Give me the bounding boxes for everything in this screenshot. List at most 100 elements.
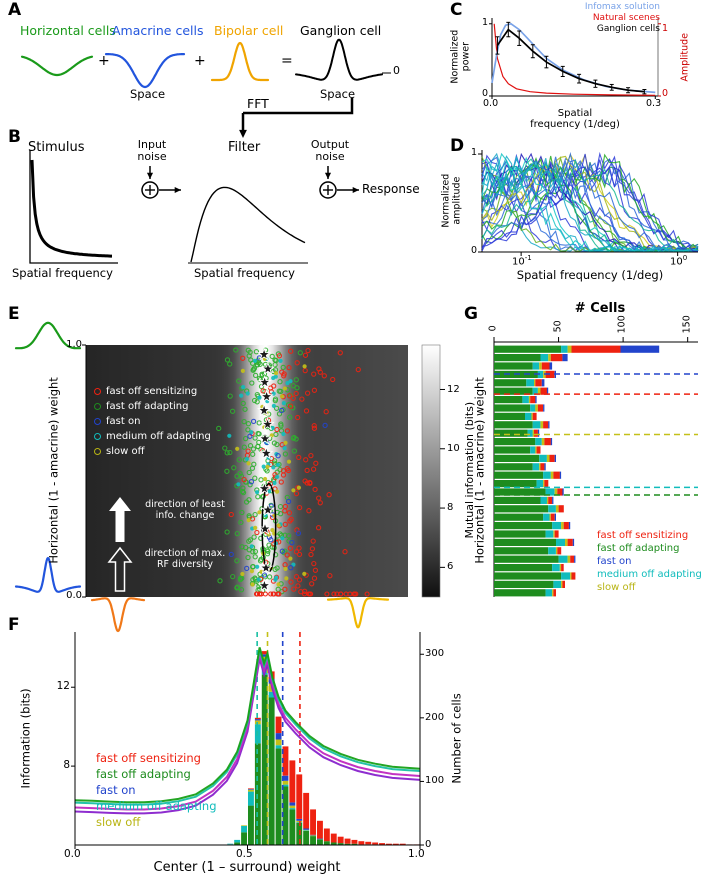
d-ytick-0: 0 <box>471 245 478 256</box>
output-noise-label: Output noise <box>310 138 350 164</box>
e-legend-label: fast off adapting <box>106 401 189 412</box>
c-legend-infomax: Infomax solution <box>584 2 660 12</box>
panel-label-e: E <box>8 304 20 324</box>
input-noise-label: Input noise <box>137 138 167 164</box>
e-arrow1-label-line1: direction of least <box>145 499 225 510</box>
e-arrow2-label-line1: direction of max. <box>144 548 226 559</box>
filter-xlabel: Spatial frequency <box>194 266 295 280</box>
c-ytick-1: 1 <box>482 17 489 28</box>
panel-label-a: A <box>8 0 22 20</box>
f-xlabel: Center (1 – surround) weight <box>153 860 341 875</box>
d-ylabel: Normalized amplitude <box>440 173 462 228</box>
panel-label-c: C <box>450 0 463 20</box>
d-xtick-1: 100 <box>670 254 688 268</box>
d-xtick-0: 10-1 <box>512 254 532 268</box>
f-legend-faston: fast on <box>96 783 136 797</box>
g-title: # Cells <box>574 301 626 316</box>
e-legend-label: fast on <box>106 416 141 427</box>
d-xlabel: Spatial frequency (1/deg) <box>516 268 664 282</box>
label-amacrine-cells: Amacrine cells <box>112 23 204 38</box>
equals-sign: = <box>281 53 293 69</box>
legend-dot-blue <box>94 418 101 425</box>
f-ytick-8: 8 <box>63 759 70 771</box>
f-legend-adapting: fast off adapting <box>96 767 191 781</box>
f-ytick-12: 12 <box>56 680 70 692</box>
label-bipolar-cell: Bipolar cell <box>214 23 284 38</box>
label-horizontal-cells: Horizontal cells <box>20 23 116 38</box>
g-legend-slowoff: slow off <box>597 582 636 593</box>
c-xlabel-line1: Spatial <box>557 108 593 119</box>
f-legend-medium: medium off adapting <box>96 799 217 813</box>
colorbar-tick-8: 8 <box>447 502 454 513</box>
g-ylabel: Horizontal (1 - amacrine) weight <box>472 377 487 564</box>
stimulus-title: Stimulus <box>28 140 85 155</box>
f-xtick-00: 0.0 <box>64 848 81 860</box>
legend-dot-yellow <box>94 448 101 455</box>
f-ylabel-left: Information (bits) <box>18 688 33 789</box>
d-ytick-1: 1 <box>471 147 478 158</box>
legend-dot-green <box>94 403 101 410</box>
c-ylabel-right: Amplitude <box>679 32 691 82</box>
e-ytick-bottom: 0.0 <box>66 590 82 601</box>
f-legend-sensitizing: fast off sensitizing <box>96 751 201 765</box>
e-legend-row-sensitizing: fast off sensitizing <box>94 386 197 397</box>
c-xtick-03: 0.3 <box>646 98 662 109</box>
c-ytick-right-0: 0 <box>662 88 669 99</box>
g-legend-faston: fast on <box>597 556 632 567</box>
e-legend-row-adapting: fast off adapting <box>94 401 188 412</box>
legend-dot-red <box>94 388 101 395</box>
panel-label-d: D <box>450 136 465 156</box>
c-ytick-0: 0 <box>482 88 489 99</box>
panel-label-g: G <box>464 304 478 324</box>
space-label: Space <box>320 87 356 101</box>
fft-label: FFT <box>247 96 269 111</box>
e-arrow1-label-line2: info. change <box>155 510 215 521</box>
panel-label-f: F <box>8 615 20 635</box>
e-legend-label: slow off <box>106 446 145 457</box>
colorbar-tick-10: 10 <box>447 443 460 454</box>
g-xtick-50: 50 <box>552 320 564 333</box>
colorbar-tick-12: 12 <box>447 384 460 395</box>
plus-sign: + <box>194 53 206 69</box>
e-legend-row-faston: fast on <box>94 416 140 427</box>
f-ytick-r300: 300 <box>425 648 445 659</box>
g-legend-medium: medium off adapting <box>597 569 702 580</box>
c-ytick-right-1: 1 <box>662 23 669 34</box>
g-legend-sensitizing: fast off sensitizing <box>597 530 689 541</box>
f-ytick-r0: 0 <box>425 839 432 850</box>
e-ylabel: Horizontal (1 - amacrine) weight <box>46 377 61 564</box>
zero-label: 0 <box>393 64 400 77</box>
e-legend-row-medium: medium off adapting <box>94 431 211 442</box>
f-ytick-r200: 200 <box>425 712 445 723</box>
panel-label-b: B <box>8 127 21 147</box>
plus-sign: + <box>98 53 110 69</box>
f-xtick-05: 0.5 <box>236 848 253 860</box>
e-ytick-top: 1.0 <box>66 339 82 350</box>
c-xlabel-line2: frequency (1/deg) <box>530 119 620 130</box>
f-ylabel-right: Number of cells <box>449 693 464 784</box>
c-legend-natural-scenes: Natural scenes <box>592 13 660 23</box>
g-xtick-150: 150 <box>681 315 693 334</box>
filter-title: Filter <box>228 140 261 155</box>
f-ytick-r100: 100 <box>425 775 445 786</box>
g-legend-adapting: fast off adapting <box>597 543 680 554</box>
label-ganglion-cell: Ganglion cell <box>300 23 382 38</box>
space-label: Space <box>130 87 166 101</box>
e-legend-label: medium off adapting <box>106 431 211 442</box>
e-arrow2-label-line2: RF diversity <box>156 559 214 570</box>
g-xtick-100: 100 <box>616 315 628 334</box>
f-xtick-10: 1.0 <box>408 848 425 860</box>
c-ylabel-left: Normalized power <box>449 29 471 84</box>
e-legend-label: fast off sensitizing <box>106 386 198 397</box>
legend-dot-cyan <box>94 433 101 440</box>
response-label: Response <box>362 182 420 196</box>
e-legend-row-slowoff: slow off <box>94 446 144 457</box>
stimulus-xlabel: Spatial frequency <box>12 266 113 280</box>
colorbar-tick-6: 6 <box>447 561 454 572</box>
c-legend-ganglion: Ganglion cells <box>596 24 660 34</box>
g-xtick-0: 0 <box>487 325 499 332</box>
f-legend-slowoff: slow off <box>96 815 141 829</box>
c-xtick-0: 0.0 <box>483 98 499 109</box>
